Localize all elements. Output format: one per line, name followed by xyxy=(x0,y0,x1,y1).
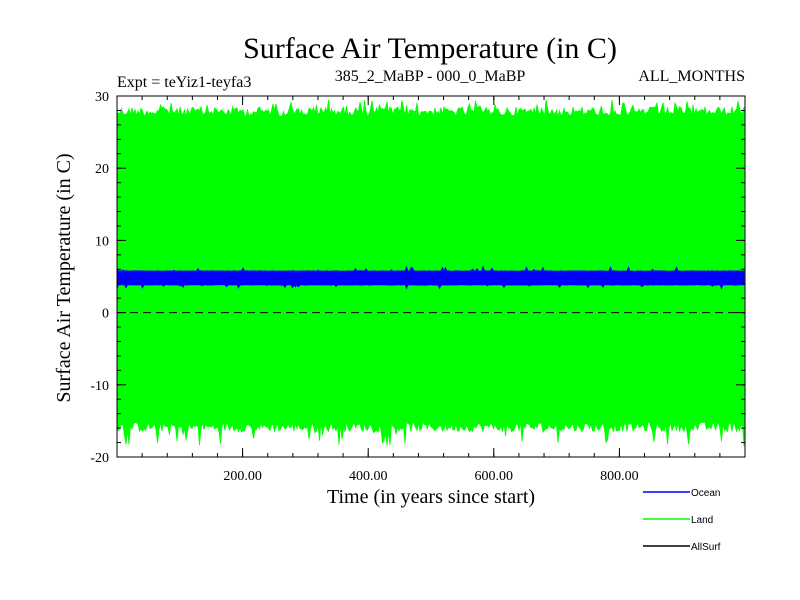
y-tick-label: -20 xyxy=(90,451,109,466)
chart-subtitle-right: ALL_MONTHS xyxy=(638,68,745,85)
x-tick-label: 600.00 xyxy=(475,469,514,484)
chart-subtitle-center: 385_2_MaBP - 000_0_MaBP xyxy=(335,68,526,85)
x-tick-label: 400.00 xyxy=(349,469,388,484)
x-tick-label: 200.00 xyxy=(223,469,262,484)
legend-label-land: Land xyxy=(691,515,713,526)
y-tick-label: 30 xyxy=(95,90,109,105)
x-tick-label: 800.00 xyxy=(600,469,639,484)
y-axis-label: Surface Air Temperature (in C) xyxy=(53,153,75,402)
y-tick-label: -10 xyxy=(90,379,109,394)
legend: Ocean Land AllSurf xyxy=(643,488,721,553)
series-ocean-band xyxy=(117,265,745,290)
x-axis-label: Time (in years since start) xyxy=(327,486,535,508)
chart-title: Surface Air Temperature (in C) xyxy=(243,32,617,65)
legend-label-allsurf: AllSurf xyxy=(691,542,721,553)
chart-subtitle-left: Expt = teYiz1-teyfa3 xyxy=(117,74,251,91)
series-group xyxy=(117,99,745,447)
y-tick-label: 0 xyxy=(102,307,109,322)
plot-area: -20 -10 0 10 20 30 200.00 400.00 600.00 800.00 xyxy=(90,90,746,484)
y-tick-label: 10 xyxy=(95,234,109,249)
y-tick-label: 20 xyxy=(95,162,109,177)
legend-label-ocean: Ocean xyxy=(691,488,720,499)
plot-frame xyxy=(116,95,746,458)
